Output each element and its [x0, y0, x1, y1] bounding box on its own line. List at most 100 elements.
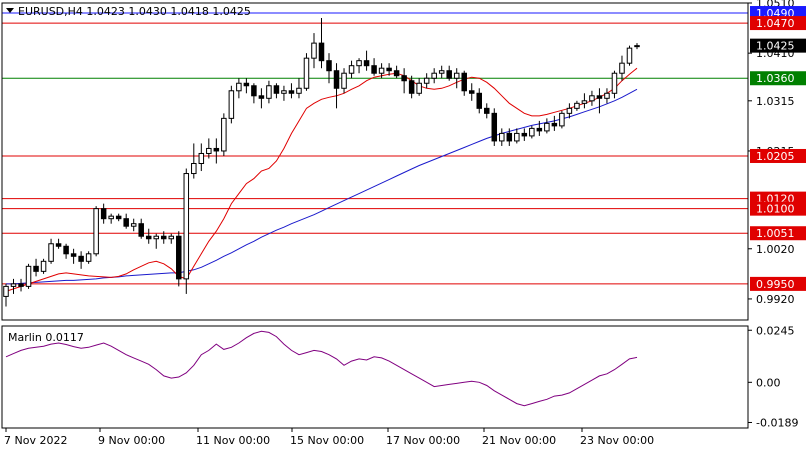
- candle-body: [123, 218, 129, 227]
- candle-body: [356, 60, 362, 67]
- candle-body: [198, 152, 205, 165]
- candle-body: [191, 163, 197, 175]
- candle-body: [40, 260, 47, 272]
- level-label: 1.0100: [756, 203, 795, 216]
- candle-body: [514, 132, 520, 142]
- candle-body: [551, 122, 558, 127]
- candle-body: [544, 122, 550, 132]
- level-label-bg: [750, 16, 806, 31]
- candle-body: [521, 132, 528, 137]
- candle-body: [10, 283, 17, 287]
- level-label: 1.0470: [756, 17, 795, 30]
- candle-body: [258, 95, 265, 99]
- candle-body: [228, 90, 235, 119]
- candle-body: [604, 92, 610, 99]
- candle-body: [491, 112, 498, 142]
- chart-title: EURUSD,H4 1.0423 1.0430 1.0418 1.0425: [18, 5, 251, 18]
- candle-body: [536, 127, 543, 132]
- candle-body: [70, 253, 77, 257]
- candle-body: [108, 215, 114, 220]
- fast-moving-average-line: [5, 67, 638, 292]
- candle-body: [221, 117, 227, 152]
- candle-body: [130, 223, 137, 227]
- candle-body: [303, 57, 310, 89]
- candle-body: [574, 102, 580, 109]
- candle-body: [176, 235, 182, 280]
- indicator-y-tick-label: -0.0189: [756, 416, 798, 429]
- candle-body: [236, 82, 242, 92]
- candle-body: [326, 60, 332, 72]
- candle-body: [251, 85, 257, 97]
- candle-body: [393, 70, 400, 77]
- candle-body: [160, 235, 167, 240]
- candle-body: [85, 253, 92, 262]
- candle-body: [168, 235, 175, 240]
- candle-body: [371, 65, 377, 74]
- level-label: 1.0205: [756, 150, 795, 163]
- candle-body: [33, 265, 39, 272]
- level-label-bg: [750, 148, 806, 163]
- level-label-bg: [750, 276, 806, 291]
- candle-body: [506, 132, 513, 142]
- y-tick-label: 1.0510: [756, 0, 795, 10]
- y-tick-label: 1.0020: [756, 243, 795, 256]
- candle-body: [296, 87, 302, 94]
- candle-body: [529, 127, 535, 137]
- x-tick-label: 23 Nov 00:00: [580, 434, 654, 447]
- candle-body: [431, 72, 437, 79]
- candle-body: [311, 42, 317, 59]
- candle-body: [484, 107, 490, 114]
- candle-body: [78, 255, 84, 262]
- candle-body: [348, 65, 355, 74]
- x-tick-label: 17 Nov 00:00: [386, 434, 460, 447]
- candle-body: [446, 70, 452, 79]
- collapse-triangle-icon[interactable]: [6, 8, 14, 13]
- candle-body: [273, 85, 280, 94]
- indicator-pane: [5, 330, 638, 407]
- candle-body: [55, 243, 62, 247]
- candle-body: [213, 147, 220, 152]
- candle-body: [318, 42, 325, 62]
- candle-body: [408, 80, 415, 94]
- candle-body: [453, 72, 460, 79]
- candle-body: [461, 72, 467, 92]
- price-pane: [2, 12, 748, 307]
- candle-body: [93, 208, 99, 255]
- candle-body: [566, 107, 573, 114]
- candle-body: [619, 62, 625, 74]
- candle-body: [153, 235, 159, 240]
- slow-moving-average-line: [6, 88, 638, 285]
- candle-body: [206, 147, 212, 154]
- candle-body: [401, 75, 407, 82]
- candle-body: [611, 72, 618, 94]
- candle-body: [243, 82, 250, 87]
- price-pane-frame: [1, 2, 749, 321]
- candle-body: [378, 67, 385, 74]
- candle-body: [115, 215, 122, 220]
- x-tick-label: 7 Nov 2022: [4, 434, 67, 447]
- indicator-y-tick-label: 0.00: [756, 376, 781, 389]
- candle-body: [589, 95, 595, 102]
- indicator-pane-frame: [1, 325, 749, 429]
- indicator-y-tick-label: 0.0245: [756, 324, 795, 337]
- candle-body: [626, 47, 633, 64]
- level-label-bg: [750, 201, 806, 216]
- candle-body: [18, 283, 24, 287]
- candle-body: [100, 208, 107, 220]
- candle-body: [341, 72, 347, 89]
- candle-body: [288, 90, 295, 94]
- candle-body: [468, 90, 475, 94]
- candle-body: [183, 173, 190, 280]
- x-tick-label: 11 Nov 00:00: [196, 434, 270, 447]
- candle-body: [48, 243, 54, 262]
- y-tick-label: 0.9920: [756, 293, 795, 306]
- candle-body: [333, 70, 340, 89]
- candle-body: [476, 92, 483, 109]
- level-label: 0.9950: [756, 278, 795, 291]
- marlin-line: [5, 330, 638, 407]
- current-price-bg: [750, 38, 806, 53]
- candle-body: [138, 223, 144, 237]
- candle-body: [3, 285, 9, 297]
